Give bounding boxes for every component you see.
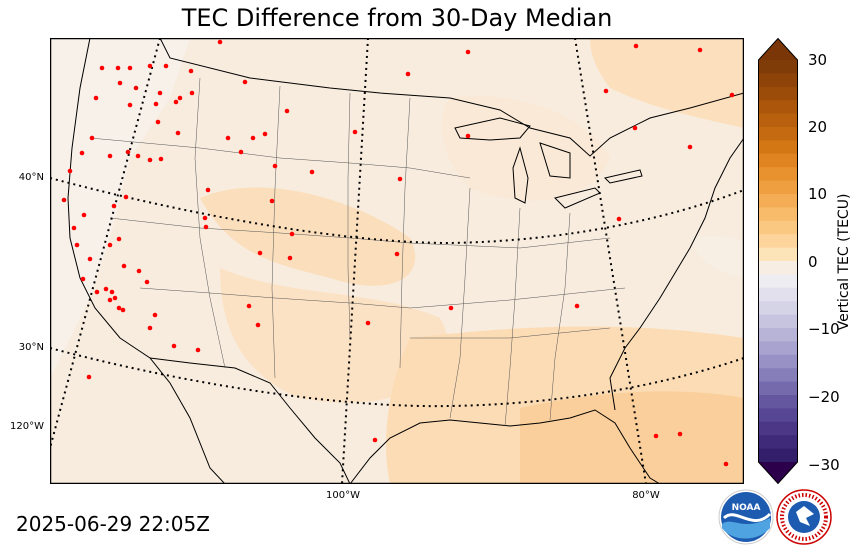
lake-superior bbox=[454, 117, 531, 141]
lake-huron bbox=[539, 142, 571, 179]
tec-region-northeast-warm bbox=[590, 38, 744, 128]
state-borders bbox=[89, 77, 626, 427]
us-canada-border bbox=[159, 38, 744, 157]
agency-logos: NOAA bbox=[718, 489, 832, 545]
lat-label-30n: 30°N bbox=[18, 342, 44, 353]
colorbar bbox=[758, 38, 798, 484]
noaa-logo: NOAA bbox=[718, 489, 774, 545]
colorbar-tick-minus-30: −30 bbox=[808, 456, 840, 474]
tec-map bbox=[50, 38, 744, 484]
us-mexico-border bbox=[149, 357, 351, 484]
tec-region-northwest-pale bbox=[50, 38, 190, 378]
timestamp: 2025-06-29 22:05Z bbox=[16, 512, 210, 536]
colorbar-tick-0: 0 bbox=[808, 253, 818, 271]
lat-label-40n: 40°N bbox=[18, 172, 44, 183]
lon-label-120w: 120°W bbox=[10, 421, 44, 432]
tec-region-central-warm bbox=[200, 187, 416, 286]
colorbar-tick-minus-20: −20 bbox=[808, 388, 840, 406]
tec-region-florida-warm bbox=[520, 391, 744, 484]
tec-region-greatlakes-pale bbox=[441, 96, 610, 201]
gulf-coast bbox=[349, 409, 661, 484]
lon-label-100w: 100°W bbox=[326, 490, 360, 501]
colorbar-tick-20: 20 bbox=[808, 118, 828, 136]
tec-region-plains-warm bbox=[220, 268, 448, 403]
colorbar-tick-30: 30 bbox=[808, 51, 828, 69]
tec-region-east-pale bbox=[690, 235, 744, 278]
colorbar-tick-10: 10 bbox=[808, 185, 828, 203]
map-title: TEC Difference from 30-Day Median bbox=[181, 4, 613, 32]
coastlines bbox=[67, 38, 744, 484]
svg-text:NOAA: NOAA bbox=[732, 503, 761, 513]
gnss-stations bbox=[61, 39, 735, 467]
lake-michigan bbox=[512, 146, 529, 204]
atlantic-coast bbox=[609, 137, 744, 411]
pacific-coast bbox=[67, 38, 226, 484]
graticule bbox=[50, 38, 744, 484]
lon-label-80w: 80°W bbox=[632, 490, 660, 501]
meridian-100w bbox=[341, 38, 369, 484]
parallel-30n bbox=[50, 347, 744, 408]
nws-logo bbox=[776, 489, 832, 545]
colorbar-tick-minus-10: −10 bbox=[808, 320, 840, 338]
map-frame bbox=[50, 38, 744, 484]
lake-ontario bbox=[604, 169, 643, 184]
